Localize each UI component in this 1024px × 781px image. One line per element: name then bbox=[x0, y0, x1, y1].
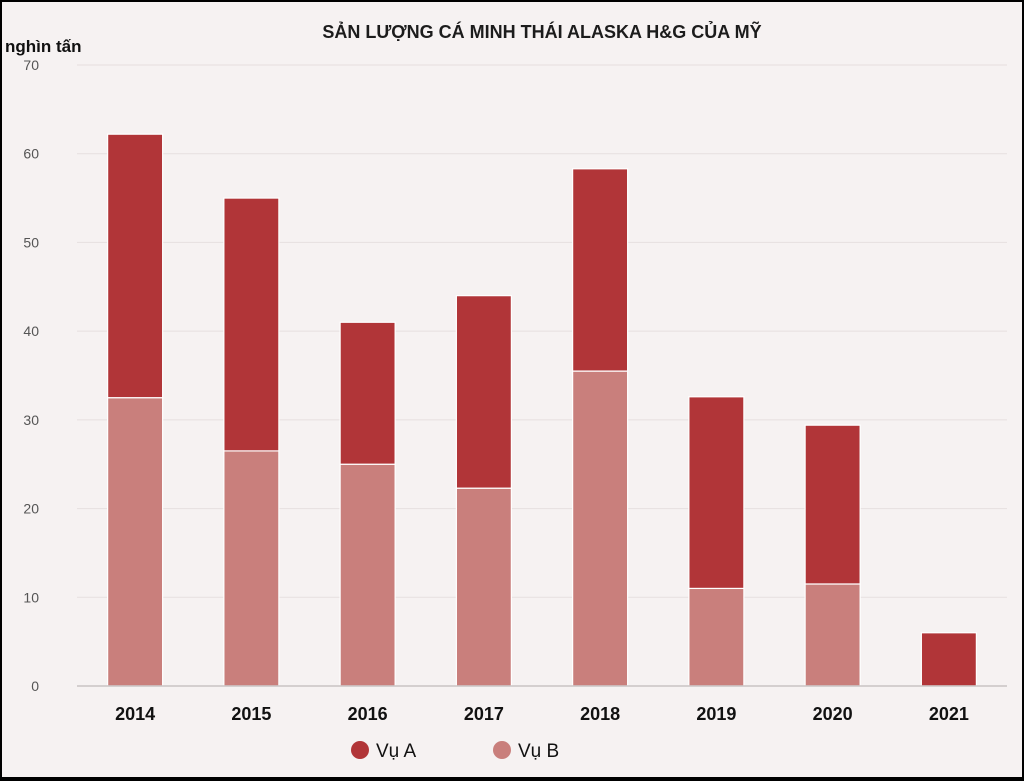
y-tick-label: 30 bbox=[23, 412, 39, 428]
y-tick-label: 10 bbox=[23, 589, 39, 605]
y-tick-label: 50 bbox=[23, 234, 39, 250]
y-tick-label: 40 bbox=[23, 323, 39, 339]
y-axis-ticks: 0 10 20 30 40 50 60 70 bbox=[23, 57, 39, 694]
bar-vu-a-2017 bbox=[455, 295, 512, 489]
bars bbox=[107, 133, 977, 687]
bar-vu-a-2020 bbox=[804, 424, 861, 585]
bar-vu-b-2017 bbox=[455, 487, 512, 687]
y-axis-unit-label: nghìn tấn bbox=[5, 37, 81, 56]
y-tick-label: 0 bbox=[31, 678, 39, 694]
legend-swatch bbox=[493, 741, 511, 759]
legend-swatch bbox=[351, 741, 369, 759]
x-tick-label: 2017 bbox=[464, 704, 504, 724]
y-tick-label: 70 bbox=[23, 57, 39, 73]
x-tick-label: 2019 bbox=[696, 704, 736, 724]
y-tick-label: 20 bbox=[23, 501, 39, 517]
x-tick-label: 2014 bbox=[115, 704, 155, 724]
x-tick-label: 2018 bbox=[580, 704, 620, 724]
bar-vu-b-2015 bbox=[223, 450, 280, 687]
bar-vu-a-2014 bbox=[107, 133, 164, 399]
legend-label: Vụ A bbox=[376, 741, 416, 762]
bar-vu-a-2021 bbox=[920, 632, 977, 687]
x-axis-ticks: 2014 2015 2016 2017 2018 2019 2020 2021 bbox=[115, 704, 969, 724]
bar-vu-a-2016 bbox=[339, 321, 396, 465]
legend: Vụ A Vụ B bbox=[351, 741, 559, 762]
bar-vu-b-2020 bbox=[804, 583, 861, 687]
bar-vu-b-2018 bbox=[572, 370, 629, 687]
x-tick-label: 2021 bbox=[929, 704, 969, 724]
bar-vu-b-2014 bbox=[107, 397, 164, 687]
bar-vu-a-2018 bbox=[572, 168, 629, 372]
gridlines bbox=[77, 64, 1007, 598]
x-tick-label: 2016 bbox=[348, 704, 388, 724]
x-tick-label: 2015 bbox=[231, 704, 271, 724]
x-tick-label: 2020 bbox=[813, 704, 853, 724]
chart-title: SẢN LƯỢNG CÁ MINH THÁI ALASKA H&G CỦA MỸ bbox=[322, 21, 761, 42]
bar-vu-b-2016 bbox=[339, 463, 396, 687]
bar-vu-a-2015 bbox=[223, 197, 280, 452]
bar-vu-b-2019 bbox=[688, 587, 745, 687]
bar-vu-a-2019 bbox=[688, 396, 745, 590]
y-tick-label: 60 bbox=[23, 146, 39, 162]
legend-label: Vụ B bbox=[518, 741, 559, 762]
